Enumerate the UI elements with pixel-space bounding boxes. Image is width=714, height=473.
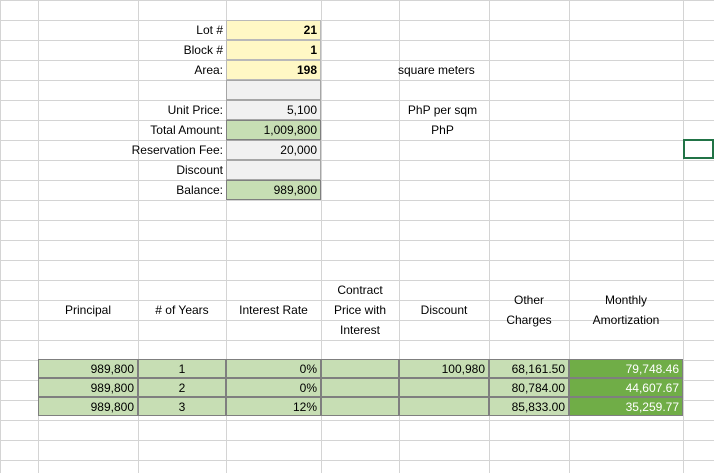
total-amount-value[interactable]: 1,009,800: [226, 120, 321, 140]
header-discount: Discount: [420, 303, 468, 317]
grid-column-line: [399, 0, 400, 473]
header-contract-line3: Interest: [339, 323, 381, 337]
table-cell-rate[interactable]: 0%: [226, 378, 321, 397]
table-cell-monthly[interactable]: 44,607.67: [569, 378, 683, 397]
grid-row-line: [0, 140, 714, 141]
discount-label: Discount: [176, 163, 223, 177]
table-cell-discount[interactable]: [399, 397, 489, 416]
table-cell-principal[interactable]: 989,800: [38, 397, 138, 416]
blank-gray-cell[interactable]: [226, 80, 321, 100]
balance-value[interactable]: 989,800: [226, 180, 321, 200]
grid-column-line: [226, 0, 227, 473]
grid-column-line: [321, 0, 322, 473]
table-cell-years[interactable]: 2: [138, 378, 226, 397]
header-principal: Principal: [64, 303, 112, 317]
table-cell-principal[interactable]: 989,800: [38, 359, 138, 378]
grid-row-line: [0, 440, 714, 441]
header-other-line2: Charges: [506, 313, 552, 327]
header-interest-rate: Interest Rate: [239, 303, 308, 317]
grid-row-line: [0, 460, 714, 461]
grid-row-line: [0, 200, 714, 201]
table-cell-discount[interactable]: 100,980: [399, 359, 489, 378]
table-cell-discount[interactable]: [399, 378, 489, 397]
grid-row-line: [0, 420, 714, 421]
grid-row-line: [0, 120, 714, 121]
grid-row-line: [0, 340, 714, 341]
table-cell-other[interactable]: 85,833.00: [489, 397, 569, 416]
table-cell-other[interactable]: 68,161.50: [489, 359, 569, 378]
block-label: Block #: [183, 43, 223, 57]
reservation-fee-value[interactable]: 20,000: [226, 140, 321, 160]
grid-column-line: [38, 0, 39, 473]
grid-row-line: [0, 20, 714, 21]
header-other-charges: Other Charges: [489, 290, 569, 330]
table-cell-principal[interactable]: 989,800: [38, 378, 138, 397]
header-monthly-line2: Amortization: [592, 313, 660, 327]
grid-column-line: [138, 0, 139, 473]
header-other-line1: Other: [513, 293, 544, 307]
grid-row-line: [0, 300, 714, 301]
balance-label: Balance:: [176, 183, 223, 197]
grid-row-line: [0, 160, 714, 161]
grid-row-line: [0, 40, 714, 41]
grid-row-line: [0, 180, 714, 181]
lot-value[interactable]: 21: [226, 20, 321, 40]
table-cell-monthly[interactable]: 35,259.77: [569, 397, 683, 416]
grid-column-line: [569, 0, 570, 473]
total-amount-label: Total Amount:: [150, 123, 223, 137]
grid-row-line: [0, 280, 714, 281]
unit-price-value[interactable]: 5,100: [226, 100, 321, 120]
grid-row-line: [0, 260, 714, 261]
header-monthly-line1: Monthly: [604, 293, 648, 307]
area-label: Area:: [194, 63, 223, 77]
table-cell-years[interactable]: 1: [138, 359, 226, 378]
grid-row-line: [0, 320, 714, 321]
unit-price-unit: PhP per sqm: [407, 103, 478, 117]
grid-row-line: [0, 80, 714, 81]
unit-price-label: Unit Price:: [167, 103, 223, 117]
table-cell-rate[interactable]: 12%: [226, 397, 321, 416]
header-contract-price: Contract Price with Interest: [321, 280, 399, 340]
table-cell-contract[interactable]: [321, 397, 399, 416]
grid-column-line: [683, 0, 684, 473]
table-cell-years[interactable]: 3: [138, 397, 226, 416]
grid-row-line: [0, 60, 714, 61]
grid-column-line: [489, 0, 490, 473]
area-unit: square meters: [398, 63, 475, 77]
header-monthly-amortization: Monthly Amortization: [569, 290, 683, 330]
table-cell-rate[interactable]: 0%: [226, 359, 321, 378]
grid-row-line: [0, 240, 714, 241]
table-cell-other[interactable]: 80,784.00: [489, 378, 569, 397]
grid-row-line: [0, 220, 714, 221]
block-value[interactable]: 1: [226, 40, 321, 60]
table-cell-monthly[interactable]: 79,748.46: [569, 359, 683, 378]
table-cell-contract[interactable]: [321, 359, 399, 378]
total-amount-unit: PhP: [431, 123, 454, 137]
header-contract-line1: Contract: [337, 283, 383, 297]
header-years: # of Years: [155, 303, 209, 317]
grid-row-line: [0, 100, 714, 101]
selected-cell-cursor[interactable]: [683, 139, 714, 159]
header-contract-line2: Price with: [333, 303, 386, 317]
discount-value[interactable]: [226, 160, 321, 180]
table-cell-contract[interactable]: [321, 378, 399, 397]
area-value[interactable]: 198: [226, 60, 321, 80]
grid-row-line: [0, 0, 714, 1]
reservation-fee-label: Reservation Fee:: [131, 143, 223, 157]
lot-label: Lot #: [196, 23, 223, 37]
